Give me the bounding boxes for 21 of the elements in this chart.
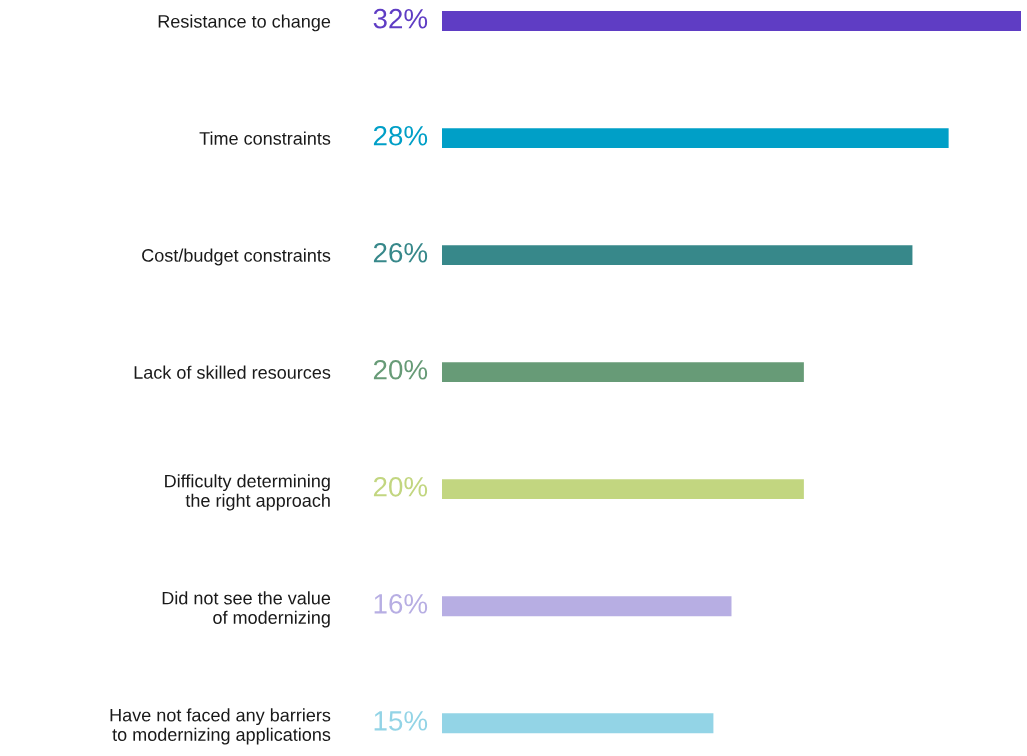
bar bbox=[442, 479, 804, 500]
y-tick-label: Have not faced any barriers to modernizing applications bbox=[110, 708, 331, 745]
bar bbox=[442, 128, 949, 149]
y-tick-label: Time constraints bbox=[199, 131, 331, 145]
data-label: 20% bbox=[373, 359, 428, 380]
bar bbox=[442, 596, 732, 617]
data-label: 32% bbox=[373, 8, 428, 29]
data-label: 20% bbox=[373, 476, 428, 497]
bar bbox=[442, 245, 913, 266]
data-label: 28% bbox=[373, 125, 428, 146]
y-tick-label: Did not see the value of modernizing bbox=[162, 591, 331, 628]
y-tick-label: Difficulty determining the right approach bbox=[165, 474, 330, 511]
bar bbox=[442, 362, 804, 383]
y-tick-label: Cost/budget constraints bbox=[142, 248, 331, 266]
y-tick-label: Resistance to change bbox=[158, 14, 331, 32]
bar bbox=[442, 713, 714, 734]
data-label: 15% bbox=[374, 711, 428, 731]
y-tick-label: Lack of skilled resources bbox=[134, 365, 331, 379]
data-label: 16% bbox=[374, 593, 428, 614]
data-label: 26% bbox=[373, 242, 428, 263]
bar bbox=[442, 11, 1021, 32]
